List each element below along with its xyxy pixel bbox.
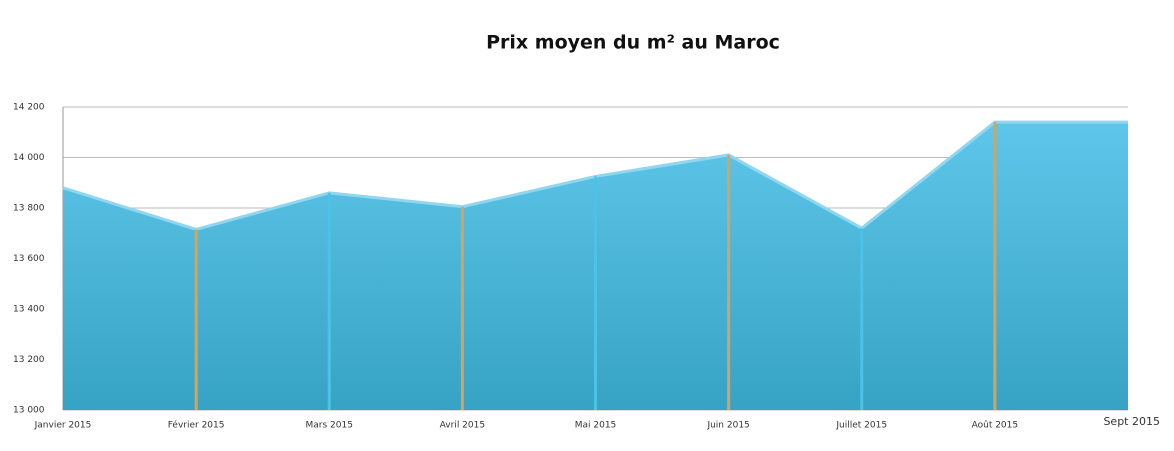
y-tick-label: 13 000 [13,406,45,416]
x-tick-label: Sept 2015 [1103,415,1160,428]
y-tick-label: 13 800 [13,204,45,214]
chart-title: Prix moyen du m² au Maroc [486,32,780,54]
x-tick-label: Mai 2015 [575,421,617,431]
x-tick-label: Avril 2015 [440,421,485,431]
y-tick-label: 14 000 [13,153,45,163]
y-tick-label: 13 600 [13,254,45,264]
x-tick-label: Juin 2015 [706,421,749,431]
x-tick-label: Mars 2015 [306,421,353,431]
x-tick-label: Février 2015 [168,420,225,431]
y-tick-label: 13 200 [13,355,45,365]
x-tick-label: Janvier 2015 [34,421,92,431]
y-tick-label: 13 400 [13,305,45,315]
y-tick-label: 14 200 [13,103,45,113]
x-tick-label: Juillet 2015 [835,421,887,431]
x-tick-label: Août 2015 [972,421,1019,431]
